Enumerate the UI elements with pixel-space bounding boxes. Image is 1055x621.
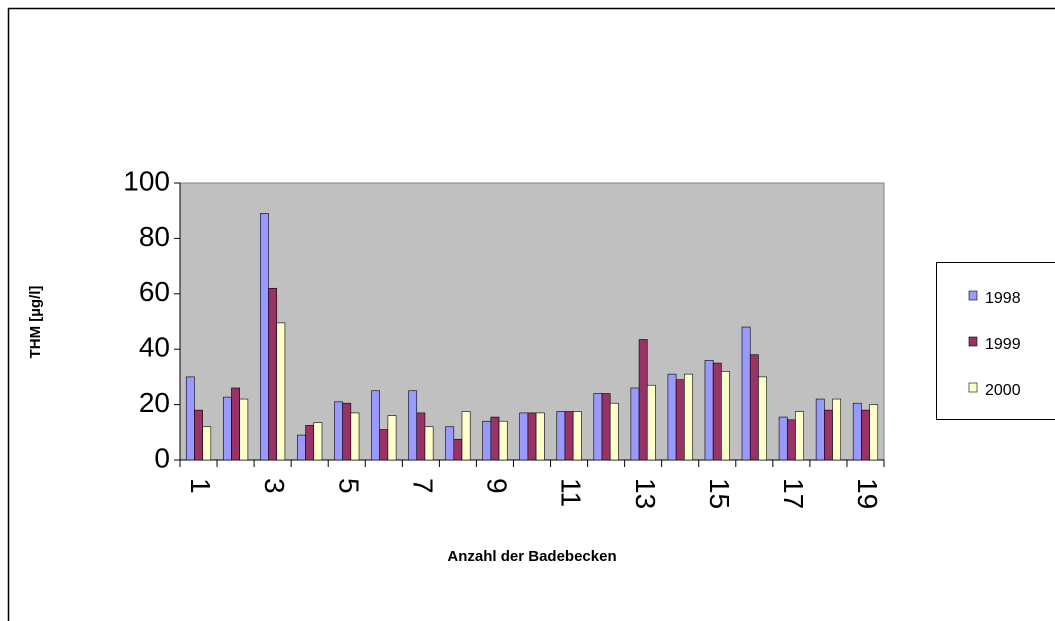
x-tick-label: 9	[482, 478, 513, 494]
bar	[416, 412, 426, 461]
bar	[498, 420, 508, 461]
bar	[194, 409, 203, 461]
y-tick-label: 100	[123, 165, 170, 196]
bar	[379, 429, 389, 461]
bar	[852, 402, 862, 461]
bar	[572, 411, 582, 461]
y-tick-label: 60	[139, 276, 170, 307]
bar	[712, 362, 722, 461]
bar	[786, 419, 796, 461]
bar	[222, 396, 232, 461]
bar	[778, 416, 788, 461]
bar	[824, 409, 833, 461]
bar	[350, 412, 360, 461]
bar	[721, 371, 730, 461]
bar	[424, 426, 434, 461]
bar	[260, 213, 269, 461]
bar	[749, 354, 759, 461]
bar	[408, 390, 418, 461]
y-tick-label: 40	[139, 332, 170, 363]
bar	[667, 373, 677, 461]
bar	[202, 426, 212, 461]
legend-swatch	[968, 290, 978, 301]
x-tick-label: 1	[185, 478, 216, 494]
x-tick-label: 11	[556, 478, 587, 507]
bar	[313, 422, 323, 461]
bar	[758, 376, 767, 461]
x-axis-title: Anzahl der Badebecken	[447, 548, 616, 565]
bar	[231, 387, 240, 461]
bar	[519, 412, 529, 461]
bar	[445, 426, 455, 461]
x-tick-label: 13	[630, 478, 661, 509]
legend-label: 2000	[985, 382, 1021, 399]
bar	[527, 412, 537, 461]
bar	[556, 411, 566, 461]
bar	[861, 409, 870, 461]
x-tick-label: 5	[333, 478, 364, 494]
bar	[387, 415, 397, 461]
bar	[609, 402, 619, 461]
x-tick-label: 15	[704, 478, 735, 509]
bar	[704, 359, 714, 461]
bar	[276, 322, 286, 461]
legend-swatch	[968, 382, 978, 393]
bar	[630, 387, 640, 461]
bar	[482, 420, 492, 461]
bar	[461, 411, 471, 461]
x-tick-label: 19	[852, 478, 883, 509]
legend-swatch	[968, 336, 978, 347]
bar	[675, 379, 685, 461]
y-tick-label: 20	[139, 387, 170, 418]
bar	[334, 401, 343, 461]
bar	[535, 412, 545, 461]
bar	[268, 287, 278, 461]
x-tick-label: 3	[259, 478, 290, 494]
bar	[741, 326, 751, 461]
legend-label: 1999	[985, 336, 1021, 353]
bar	[815, 398, 825, 461]
y-axis-title: THM [µg/l]	[27, 286, 44, 359]
legend-box	[936, 262, 1055, 420]
bar	[490, 416, 500, 461]
bar	[869, 404, 879, 461]
bar	[185, 376, 195, 461]
bar	[593, 393, 603, 461]
y-tick-label: 0	[154, 442, 170, 473]
x-tick-label: 17	[778, 478, 809, 509]
bar	[564, 411, 574, 461]
bar	[239, 398, 249, 461]
legend-label: 1998	[985, 290, 1021, 307]
x-tick-label: 7	[407, 478, 438, 494]
bar	[371, 390, 380, 461]
bar	[601, 393, 611, 461]
bar	[795, 411, 804, 461]
bar	[342, 402, 352, 461]
bar	[638, 339, 648, 461]
bar	[453, 438, 463, 461]
bar	[684, 373, 693, 461]
bar	[832, 398, 842, 461]
y-tick-label: 80	[139, 221, 170, 252]
bar	[305, 425, 315, 461]
bar	[297, 434, 306, 461]
bar	[646, 384, 656, 461]
